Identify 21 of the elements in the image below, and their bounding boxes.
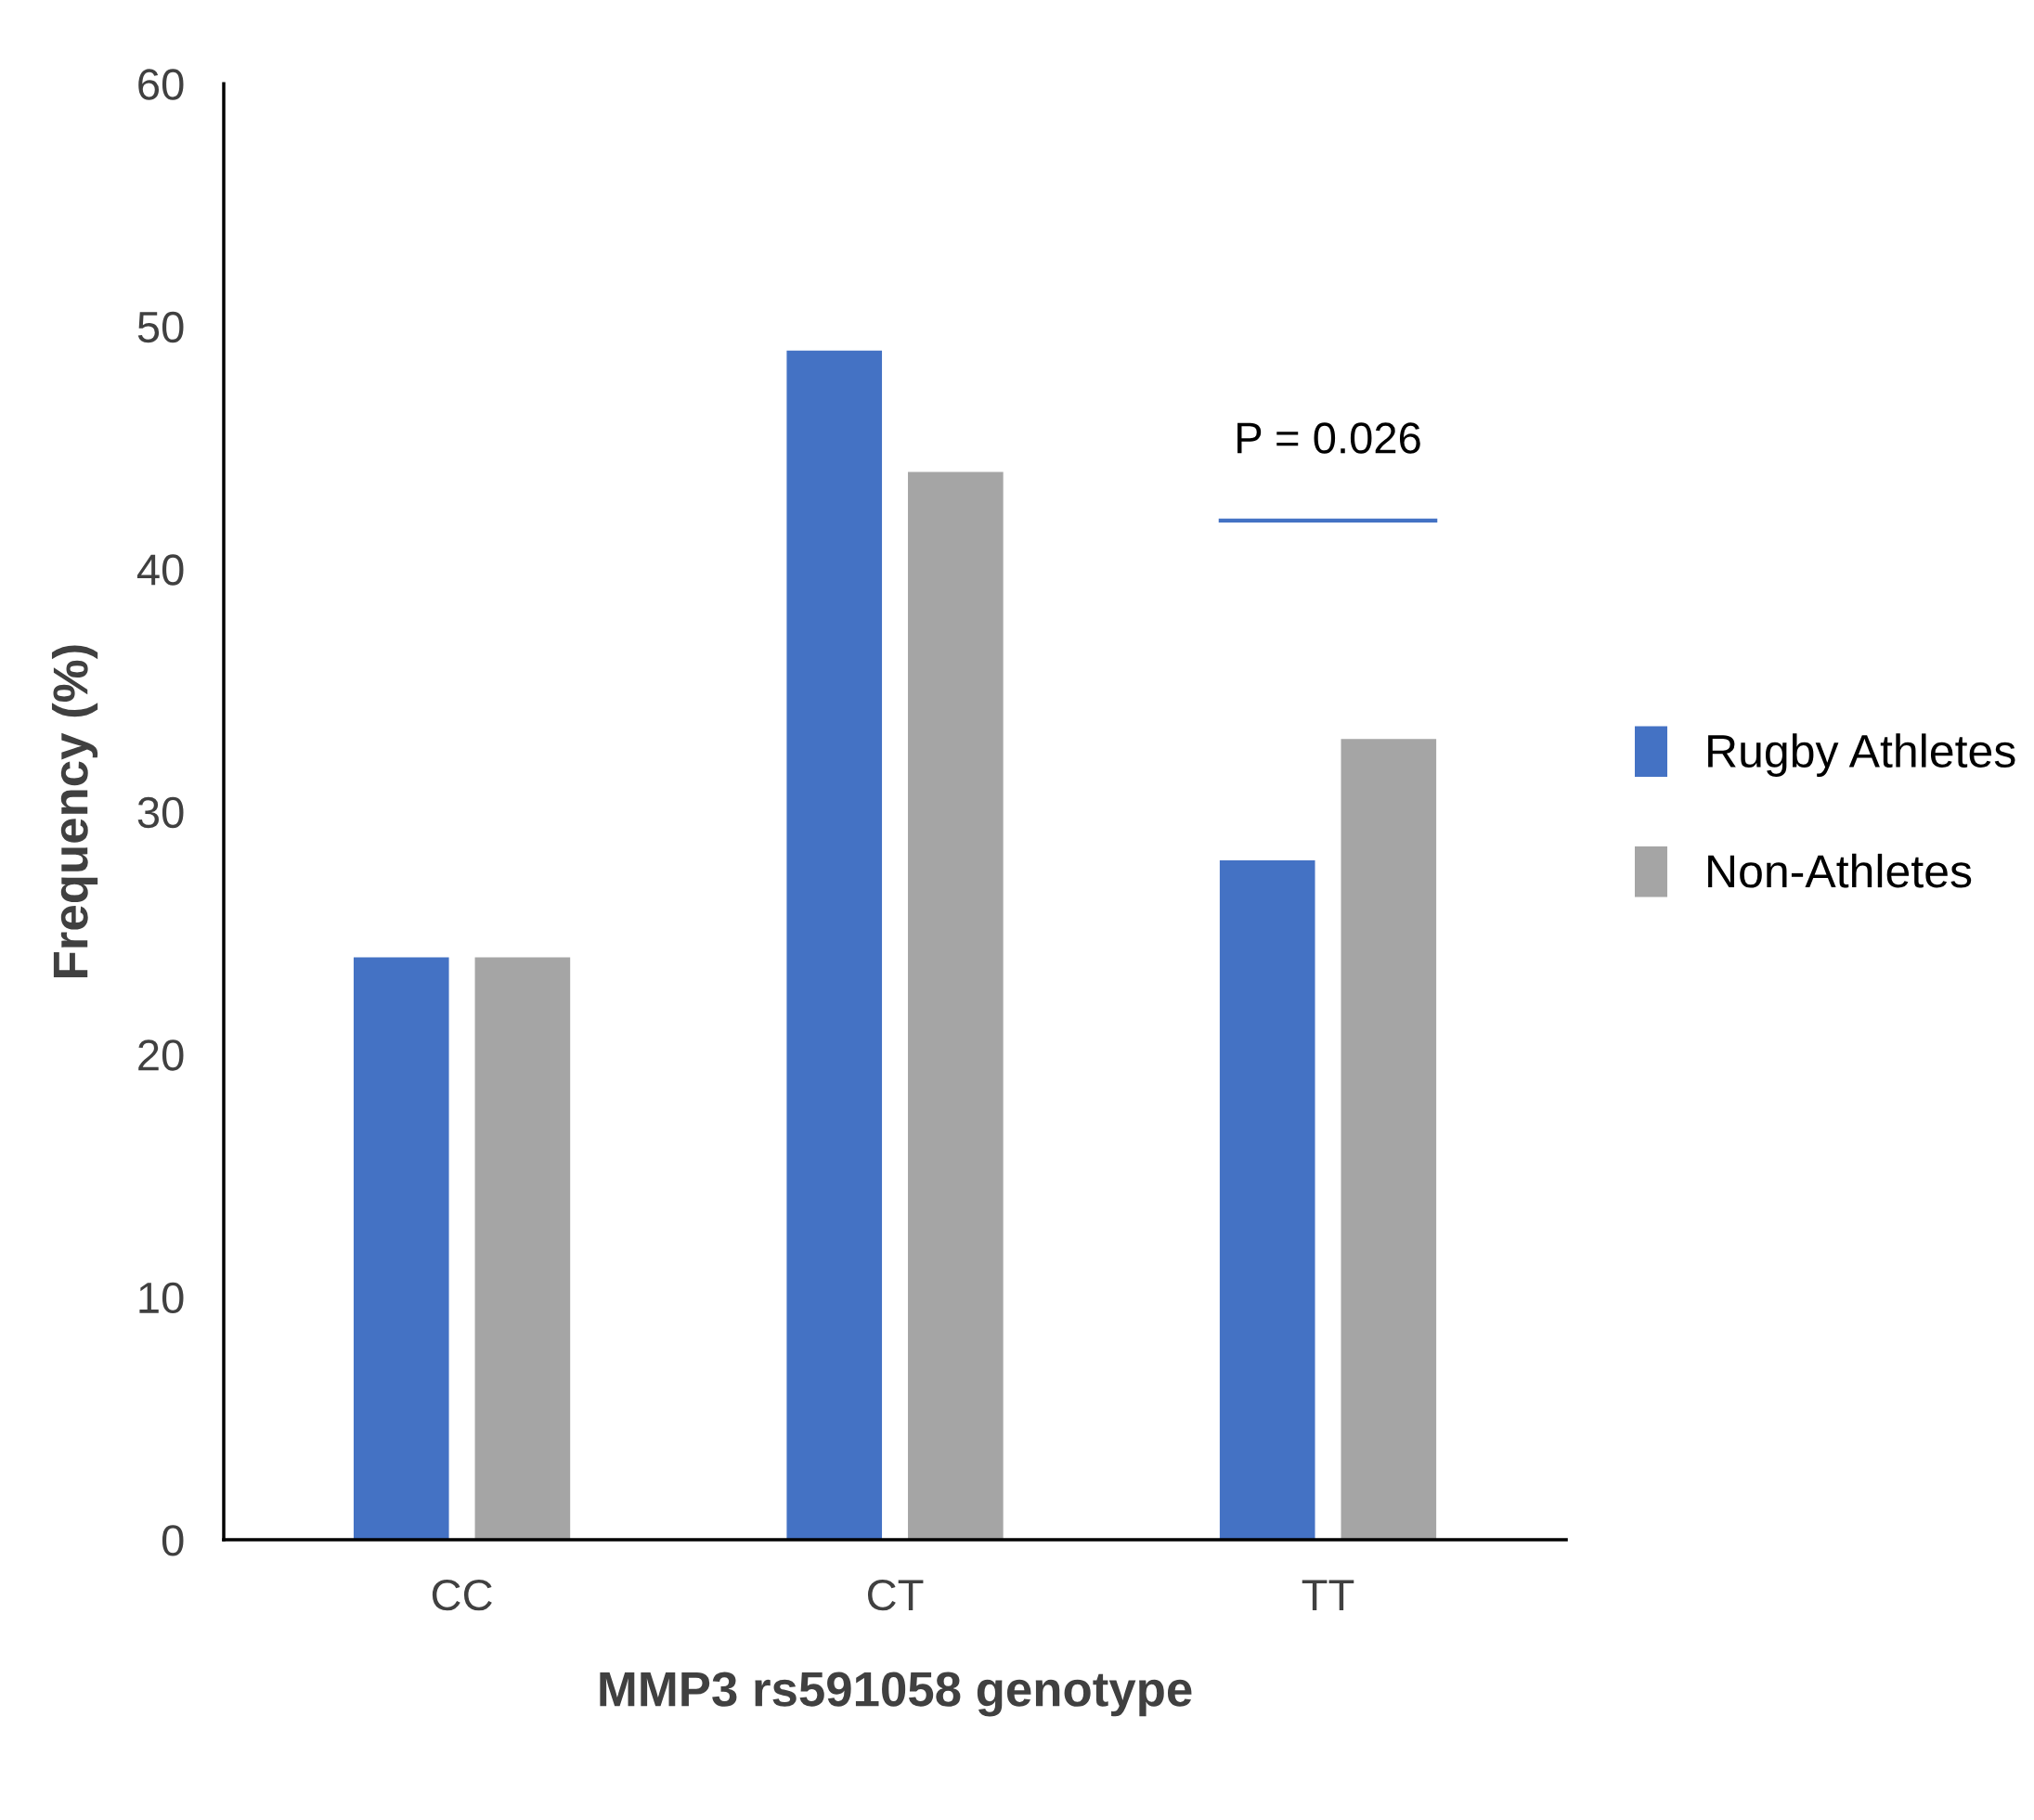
y-axis-title: Frequency (%) (51, 645, 98, 977)
y-tick-label: 20 (138, 1039, 184, 1071)
bar (786, 350, 883, 1541)
y-tick-label: 60 (138, 69, 184, 100)
y-tick-label: 0 (162, 1525, 184, 1556)
y-tick-label: 50 (137, 311, 184, 343)
bar (908, 471, 1004, 1541)
bar (1219, 859, 1315, 1541)
bar (353, 957, 449, 1541)
y-tick-label: 10 (139, 1282, 184, 1314)
bar (1341, 739, 1437, 1541)
legend-label: Non-Athletes (1708, 853, 1972, 888)
x-tick-label: TT (1302, 1580, 1354, 1610)
annotation: P = 0.026 (1237, 422, 1420, 454)
y-tick-label: 40 (136, 554, 184, 586)
x-tick-label: CT (867, 1579, 924, 1611)
legend-label: Rugby Athletes (1708, 733, 2015, 777)
bar (474, 957, 571, 1541)
y-tick-label: 30 (137, 796, 184, 829)
x-axis-title: MMP3 rs591058 genotype (600, 1672, 1192, 1717)
x-tick-label: CC (432, 1579, 492, 1611)
